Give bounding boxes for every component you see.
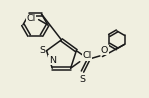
Text: Cl: Cl bbox=[82, 51, 92, 60]
Text: Cl: Cl bbox=[27, 15, 36, 24]
Text: S: S bbox=[39, 46, 45, 55]
Text: N: N bbox=[49, 56, 56, 65]
Text: O: O bbox=[101, 46, 108, 55]
Text: S: S bbox=[79, 75, 86, 84]
